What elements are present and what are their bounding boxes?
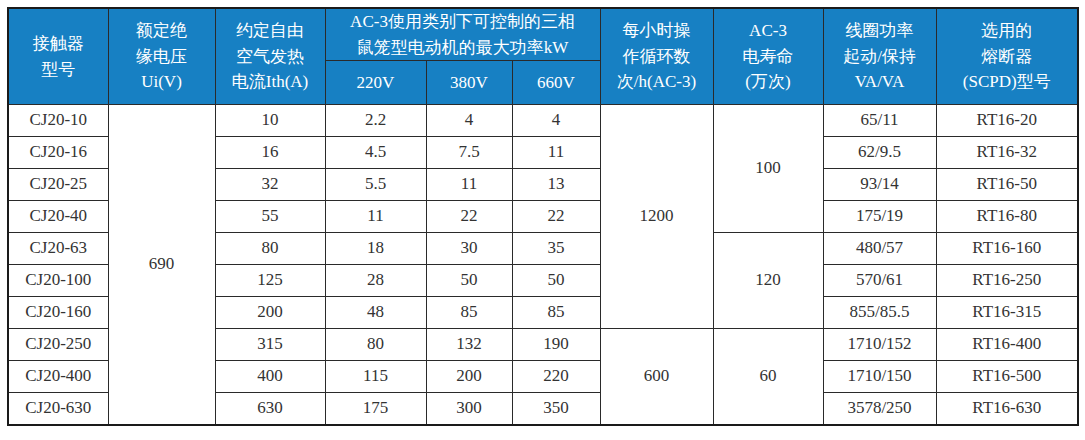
cell-ith: 200	[215, 297, 325, 329]
cell-kw-660: 350	[512, 393, 600, 425]
cell-coil: 175/19	[823, 201, 936, 233]
cell-kw-220: 115	[325, 361, 426, 393]
header-ac3-life: AC-3 电寿命 (万次)	[713, 8, 823, 105]
cell-kw-380: 30	[426, 233, 512, 265]
cell-ui: 690	[108, 105, 215, 425]
cell-ith: 630	[215, 393, 325, 425]
cell-kw-660: 11	[512, 137, 600, 169]
cell-kw-220: 2.2	[325, 105, 426, 137]
cell-coil: 3578/250	[823, 393, 936, 425]
cell-coil: 62/9.5	[823, 137, 936, 169]
header-fuse-type: 选用的 熔断器 (SCPD)型号	[936, 8, 1078, 105]
header-cycles-per-hour: 每小时操 作循环数 次/h(AC-3)	[600, 8, 713, 105]
header-rated-insulation-voltage: 额定绝 缘电压 Ui(V)	[108, 8, 215, 105]
cell-kw-380: 200	[426, 361, 512, 393]
table-header: 接触器 型号 额定绝 缘电压 Ui(V) 约定自由 空气发热 电流Ith(A) …	[8, 8, 1078, 105]
cell-model: CJ20-63	[8, 233, 108, 265]
table-body: CJ20-10 690 10 2.2 4 4 1200 100 65/11 RT…	[8, 105, 1078, 425]
cell-coil: 480/57	[823, 233, 936, 265]
cell-cycles: 600	[600, 329, 713, 425]
cell-kw-660: 13	[512, 169, 600, 201]
cell-kw-380: 11	[426, 169, 512, 201]
header-contactor-model: 接触器 型号	[8, 8, 108, 105]
cell-model: CJ20-25	[8, 169, 108, 201]
cell-fuse: RT16-630	[936, 393, 1078, 425]
cell-kw-380: 132	[426, 329, 512, 361]
cell-ith: 125	[215, 265, 325, 297]
cell-fuse: RT16-80	[936, 201, 1078, 233]
cell-coil: 855/85.5	[823, 297, 936, 329]
cell-ith: 80	[215, 233, 325, 265]
cell-coil: 570/61	[823, 265, 936, 297]
cell-ith: 32	[215, 169, 325, 201]
cell-model: CJ20-100	[8, 265, 108, 297]
cell-life: 60	[713, 329, 823, 425]
cell-ith: 10	[215, 105, 325, 137]
cell-ith: 400	[215, 361, 325, 393]
cell-kw-660: 190	[512, 329, 600, 361]
cell-model: CJ20-250	[8, 329, 108, 361]
cell-kw-660: 50	[512, 265, 600, 297]
cell-kw-220: 4.5	[325, 137, 426, 169]
cell-model: CJ20-16	[8, 137, 108, 169]
cell-kw-660: 4	[512, 105, 600, 137]
header-coil-power: 线圈功率 起动/保持 VA/VA	[823, 8, 936, 105]
cell-kw-660: 35	[512, 233, 600, 265]
header-ac3-max-power-group: AC-3使用类别下可控制的三相 鼠笼型电动机的最大功率kW	[325, 8, 600, 61]
cell-fuse: RT16-20	[936, 105, 1078, 137]
cell-fuse: RT16-315	[936, 297, 1078, 329]
cell-fuse: RT16-250	[936, 265, 1078, 297]
header-660v: 660V	[512, 61, 600, 105]
cell-kw-380: 4	[426, 105, 512, 137]
cell-model: CJ20-160	[8, 297, 108, 329]
cell-fuse: RT16-160	[936, 233, 1078, 265]
header-220v: 220V	[325, 61, 426, 105]
cell-life: 100	[713, 105, 823, 233]
header-380v: 380V	[426, 61, 512, 105]
cell-coil: 1710/152	[823, 329, 936, 361]
cell-model: CJ20-630	[8, 393, 108, 425]
cell-kw-220: 18	[325, 233, 426, 265]
cell-kw-220: 48	[325, 297, 426, 329]
cell-kw-660: 85	[512, 297, 600, 329]
cell-model: CJ20-400	[8, 361, 108, 393]
cell-fuse: RT16-500	[936, 361, 1078, 393]
cell-kw-380: 22	[426, 201, 512, 233]
cell-model: CJ20-10	[8, 105, 108, 137]
cell-cycles: 1200	[600, 105, 713, 329]
cell-kw-220: 11	[325, 201, 426, 233]
cell-kw-220: 80	[325, 329, 426, 361]
cell-kw-220: 5.5	[325, 169, 426, 201]
cell-kw-380: 7.5	[426, 137, 512, 169]
cell-coil: 93/14	[823, 169, 936, 201]
cell-kw-380: 50	[426, 265, 512, 297]
cell-kw-220: 175	[325, 393, 426, 425]
header-thermal-current: 约定自由 空气发热 电流Ith(A)	[215, 8, 325, 105]
cell-kw-380: 300	[426, 393, 512, 425]
table-row: CJ20-10 690 10 2.2 4 4 1200 100 65/11 RT…	[8, 105, 1078, 137]
cell-kw-220: 28	[325, 265, 426, 297]
cell-coil: 1710/150	[823, 361, 936, 393]
cell-fuse: RT16-400	[936, 329, 1078, 361]
cell-life: 120	[713, 233, 823, 329]
cell-fuse: RT16-32	[936, 137, 1078, 169]
cell-ith: 315	[215, 329, 325, 361]
cell-kw-380: 85	[426, 297, 512, 329]
cell-ith: 16	[215, 137, 325, 169]
cell-coil: 65/11	[823, 105, 936, 137]
cell-ith: 55	[215, 201, 325, 233]
cell-model: CJ20-40	[8, 201, 108, 233]
cell-kw-660: 22	[512, 201, 600, 233]
contactor-spec-table: 接触器 型号 额定绝 缘电压 Ui(V) 约定自由 空气发热 电流Ith(A) …	[7, 7, 1079, 426]
cell-fuse: RT16-50	[936, 169, 1078, 201]
cell-kw-660: 220	[512, 361, 600, 393]
